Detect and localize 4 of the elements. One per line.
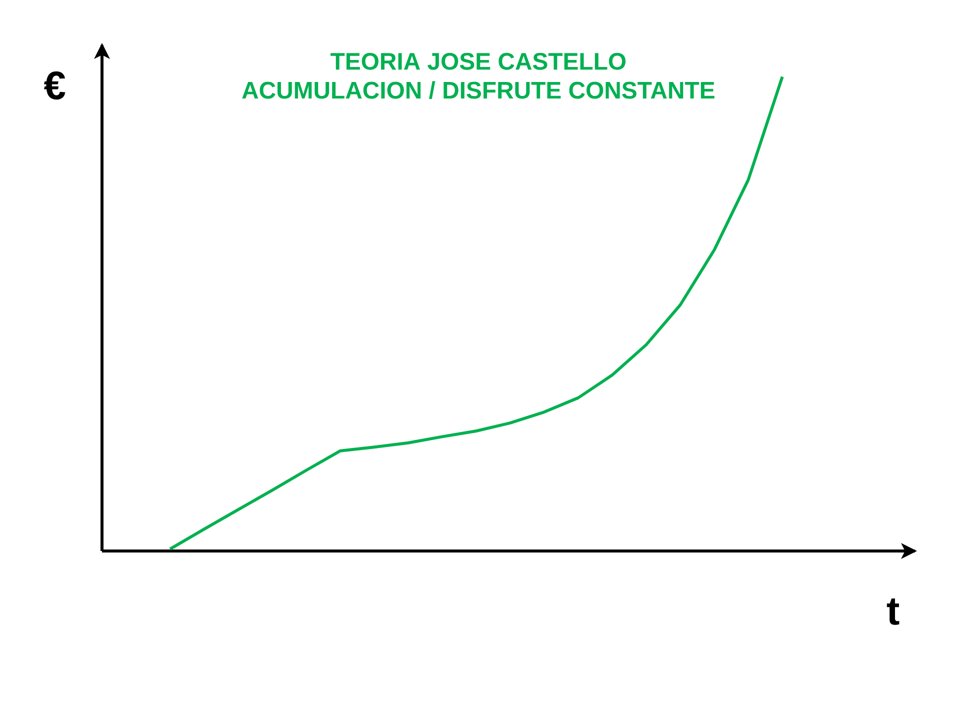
chart-title: TEORIA JOSE CASTELLO	[330, 52, 626, 70]
y-axis-title: €	[44, 71, 66, 100]
x-axis-title: t	[886, 598, 900, 625]
chart-subtitle: ACUMULACION / DISFRUTE CONSTANTE	[242, 81, 714, 99]
